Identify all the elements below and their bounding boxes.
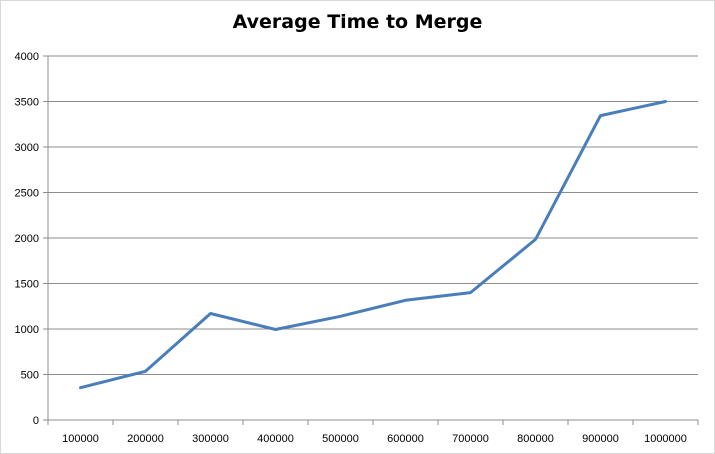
x-tick-label: 200000 xyxy=(127,433,164,445)
x-tick-label: 300000 xyxy=(192,433,229,445)
axis-layer xyxy=(43,55,699,425)
y-tick-label: 1500 xyxy=(15,279,39,291)
x-tick-label: 900000 xyxy=(582,433,619,445)
y-tick-label: 500 xyxy=(21,370,39,382)
grid-layer xyxy=(48,55,698,375)
series-layer xyxy=(79,100,667,390)
x-tick-label: 700000 xyxy=(452,433,489,445)
y-tick-label: 4000 xyxy=(15,51,39,63)
y-tick-label: 1000 xyxy=(15,324,39,336)
y-tick-labels: 0 500 1000 1500 2000 2500 3000 3500 4000 xyxy=(15,51,39,427)
x-tick-label: 100000 xyxy=(62,433,99,445)
y-tick-label: 2000 xyxy=(15,233,39,245)
x-tick-label: 800000 xyxy=(517,433,554,445)
y-tick-label: 3500 xyxy=(15,97,39,109)
x-tick-labels: 100000 200000 300000 400000 500000 600000 7000… xyxy=(62,433,687,445)
series-line xyxy=(79,100,667,390)
y-tick-label: 0 xyxy=(33,415,39,427)
x-tick-label: 600000 xyxy=(387,433,424,445)
x-tick-label: 500000 xyxy=(322,433,359,445)
y-tick-label: 2500 xyxy=(15,188,39,200)
y-tick-label: 3000 xyxy=(15,142,39,154)
x-tick-label: 400000 xyxy=(257,433,294,445)
chart-title: Average Time to Merge xyxy=(232,11,483,33)
x-tick-label: 1000000 xyxy=(644,433,687,445)
